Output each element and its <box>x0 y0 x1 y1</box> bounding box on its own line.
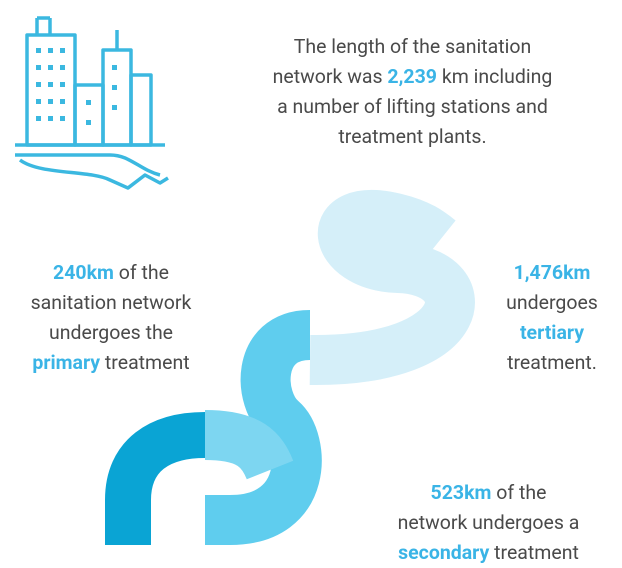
text: undergoes the <box>48 321 174 344</box>
text: treatment plants. <box>338 125 487 148</box>
highlight: 523km <box>430 481 492 504</box>
text: sanitation network <box>30 291 192 314</box>
tertiary-text: 1,476km undergoes tertiary treatment. <box>482 258 622 378</box>
text: undergoes <box>506 291 598 314</box>
highlight: primary <box>32 351 101 374</box>
highlight: 2,239 <box>387 65 437 88</box>
text: km including <box>441 65 553 88</box>
pipe-secondary-join <box>204 410 294 480</box>
highlight: 1,476km <box>513 261 591 284</box>
intro-text: The length of the sanitation network was… <box>215 32 610 152</box>
secondary-text: 523km of the network undergoes a seconda… <box>355 478 622 568</box>
pipe-primary <box>205 310 322 545</box>
text: network undergoes a <box>397 511 580 534</box>
text: The length of the sanitation <box>293 35 532 58</box>
text: treatment. <box>507 351 597 374</box>
highlight: 240km <box>53 261 114 284</box>
highlight: tertiary <box>519 321 585 344</box>
city-windows <box>36 48 117 125</box>
city-icon <box>15 16 169 190</box>
text: of the <box>496 481 547 504</box>
highlight: secondary <box>398 541 490 564</box>
pipe-dark <box>105 412 206 545</box>
text: treatment <box>104 351 190 374</box>
text: treatment <box>494 541 579 564</box>
text: a number of lifting stations and <box>277 95 548 118</box>
primary-text: 240km of the sanitation network undergoe… <box>0 258 222 378</box>
text: of the <box>118 261 169 284</box>
text: network was <box>272 65 383 88</box>
pipe-tertiary <box>309 189 475 386</box>
